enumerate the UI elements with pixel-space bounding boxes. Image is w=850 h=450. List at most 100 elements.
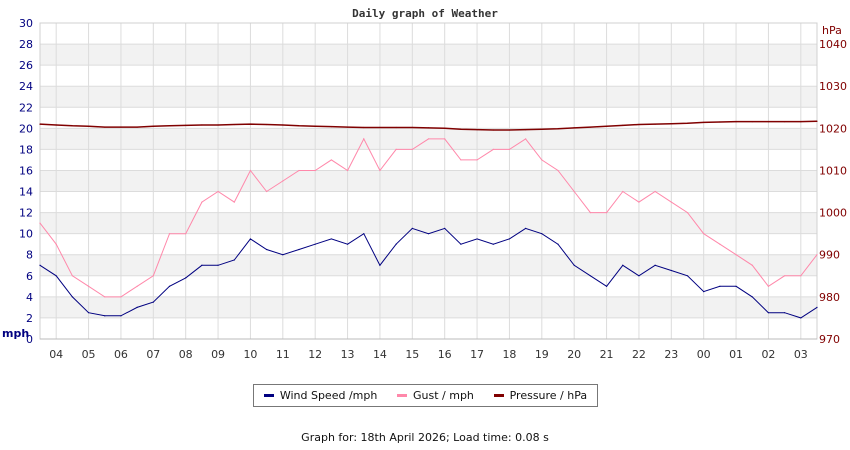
data-point — [298, 248, 300, 251]
data-point — [525, 227, 527, 229]
data-point — [703, 291, 705, 293]
data-point — [573, 264, 575, 266]
y-left-tick-label: 26 — [19, 59, 33, 72]
data-point — [557, 128, 559, 130]
data-point — [39, 222, 41, 224]
x-tick-label: 17 — [470, 348, 484, 361]
footer-status: Graph for: 18th April 2026; Load time: 0… — [301, 431, 549, 444]
data-point — [686, 212, 689, 214]
data-point — [784, 312, 786, 314]
y-right-tick-label: 970 — [819, 333, 840, 346]
data-point — [816, 254, 818, 256]
data-point — [686, 122, 689, 124]
grid-band — [40, 296, 817, 318]
data-point — [670, 123, 672, 125]
data-point — [800, 317, 802, 319]
data-point — [654, 123, 656, 125]
data-point — [152, 301, 154, 303]
data-point — [525, 128, 527, 131]
data-point — [266, 248, 268, 251]
data-point — [427, 127, 430, 129]
data-point — [784, 275, 786, 277]
data-point — [605, 212, 608, 214]
data-point — [104, 126, 106, 128]
data-point — [427, 233, 430, 235]
data-point — [346, 126, 349, 128]
data-point — [363, 138, 365, 140]
data-point — [201, 201, 203, 203]
weather-chart: 0246810121416182022242628309709809901000… — [2, 7, 847, 361]
data-point — [508, 129, 511, 131]
legend-swatch — [397, 394, 407, 397]
x-tick-label: 21 — [600, 348, 614, 361]
data-point — [444, 227, 446, 229]
data-point — [476, 159, 478, 161]
y-right-label: hPa — [822, 24, 842, 37]
legend-label: Wind Speed /mph — [279, 389, 378, 402]
data-point — [605, 285, 608, 287]
data-point — [508, 148, 511, 150]
x-tick-label: 06 — [114, 348, 128, 361]
data-point — [71, 275, 73, 277]
data-point — [751, 120, 753, 123]
y-left-tick-label: 8 — [26, 249, 33, 262]
x-tick-label: 12 — [308, 348, 322, 361]
data-point — [735, 285, 737, 287]
data-point — [670, 201, 672, 203]
data-point — [670, 269, 672, 272]
y-right-tick-label: 1030 — [819, 80, 847, 93]
data-point — [492, 129, 494, 131]
y-left-tick-label: 16 — [19, 164, 33, 177]
data-point — [185, 233, 187, 235]
grid-band — [40, 44, 817, 66]
grid-band — [40, 86, 817, 108]
data-point — [589, 275, 591, 277]
data-point — [703, 233, 705, 235]
data-point — [249, 169, 252, 172]
y-left-tick-label: 14 — [19, 186, 33, 199]
data-point — [314, 243, 316, 245]
data-point — [330, 238, 332, 240]
data-point — [168, 233, 171, 235]
data-point — [87, 285, 90, 287]
data-point — [233, 259, 235, 261]
data-point — [201, 124, 203, 126]
data-point — [411, 227, 413, 229]
y-left-tick-label: 12 — [19, 207, 33, 220]
data-point — [800, 120, 802, 123]
data-point — [152, 275, 154, 277]
x-tick-label: 01 — [729, 348, 743, 361]
data-point — [39, 123, 41, 125]
data-point — [298, 125, 300, 127]
data-point — [751, 296, 753, 298]
data-point — [87, 125, 90, 127]
data-point — [233, 123, 235, 126]
data-point — [330, 126, 332, 128]
data-point — [444, 127, 446, 129]
x-tick-label: 11 — [276, 348, 290, 361]
data-point — [266, 123, 268, 126]
data-point — [719, 121, 721, 123]
x-tick-label: 09 — [211, 348, 225, 361]
legend-label: Gust / mph — [413, 389, 474, 402]
data-point — [460, 128, 462, 130]
y-right-tick-label: 980 — [819, 291, 840, 304]
data-point — [185, 124, 187, 126]
grid-band — [40, 212, 817, 234]
x-tick-label: 23 — [664, 348, 678, 361]
data-point — [476, 238, 478, 240]
data-point — [314, 169, 316, 172]
data-point — [784, 120, 786, 123]
data-point — [735, 120, 737, 123]
data-point — [557, 243, 559, 245]
data-point — [719, 285, 721, 287]
data-point — [525, 138, 527, 140]
data-point — [363, 233, 365, 235]
x-tick-label: 02 — [761, 348, 775, 361]
data-point — [185, 277, 187, 279]
data-point — [605, 125, 608, 127]
legend-item: Gust / mph — [397, 389, 474, 402]
y-right-tick-label: 1020 — [819, 122, 847, 135]
data-point — [379, 264, 381, 266]
data-point — [654, 190, 656, 193]
